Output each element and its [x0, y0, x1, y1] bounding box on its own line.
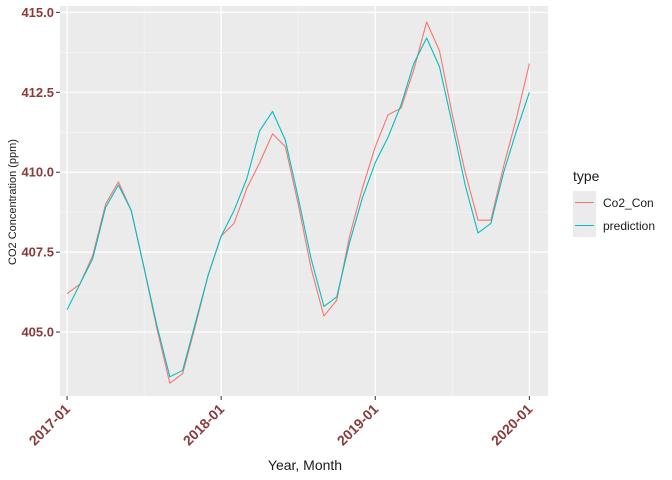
x-tick-label: 2017-01 [26, 401, 74, 449]
y-tick-label: 415.0 [21, 5, 54, 20]
series-line-prediction [66, 37, 530, 378]
y-tick-label: 412.5 [21, 85, 54, 100]
plot-panel [60, 6, 548, 396]
x-axis-title: Year, Month [268, 457, 342, 473]
series-lines [66, 21, 530, 384]
x-axis: 2017-01 2018-01 2019-01 2020-01 [26, 396, 536, 448]
y-axis-title: CO2 Concentration (ppm) [7, 139, 19, 265]
y-tick-label: 405.0 [21, 325, 54, 340]
y-tick-label: 410.0 [21, 165, 54, 180]
x-tick-label: 2020-01 [488, 401, 536, 449]
major-gridlines [60, 6, 548, 396]
legend-title: type [573, 168, 600, 184]
legend: type Co2_Con prediction [573, 168, 655, 237]
legend-label-co2: Co2_Con [603, 196, 654, 210]
x-tick-label: 2019-01 [334, 401, 382, 449]
y-axis: 405.0 407.5 410.0 412.5 415.0 [21, 5, 60, 340]
legend-label-prediction: prediction [603, 219, 655, 233]
x-tick-label: 2018-01 [180, 401, 228, 449]
y-tick-label: 407.5 [21, 245, 54, 260]
minor-gridlines [60, 6, 548, 396]
